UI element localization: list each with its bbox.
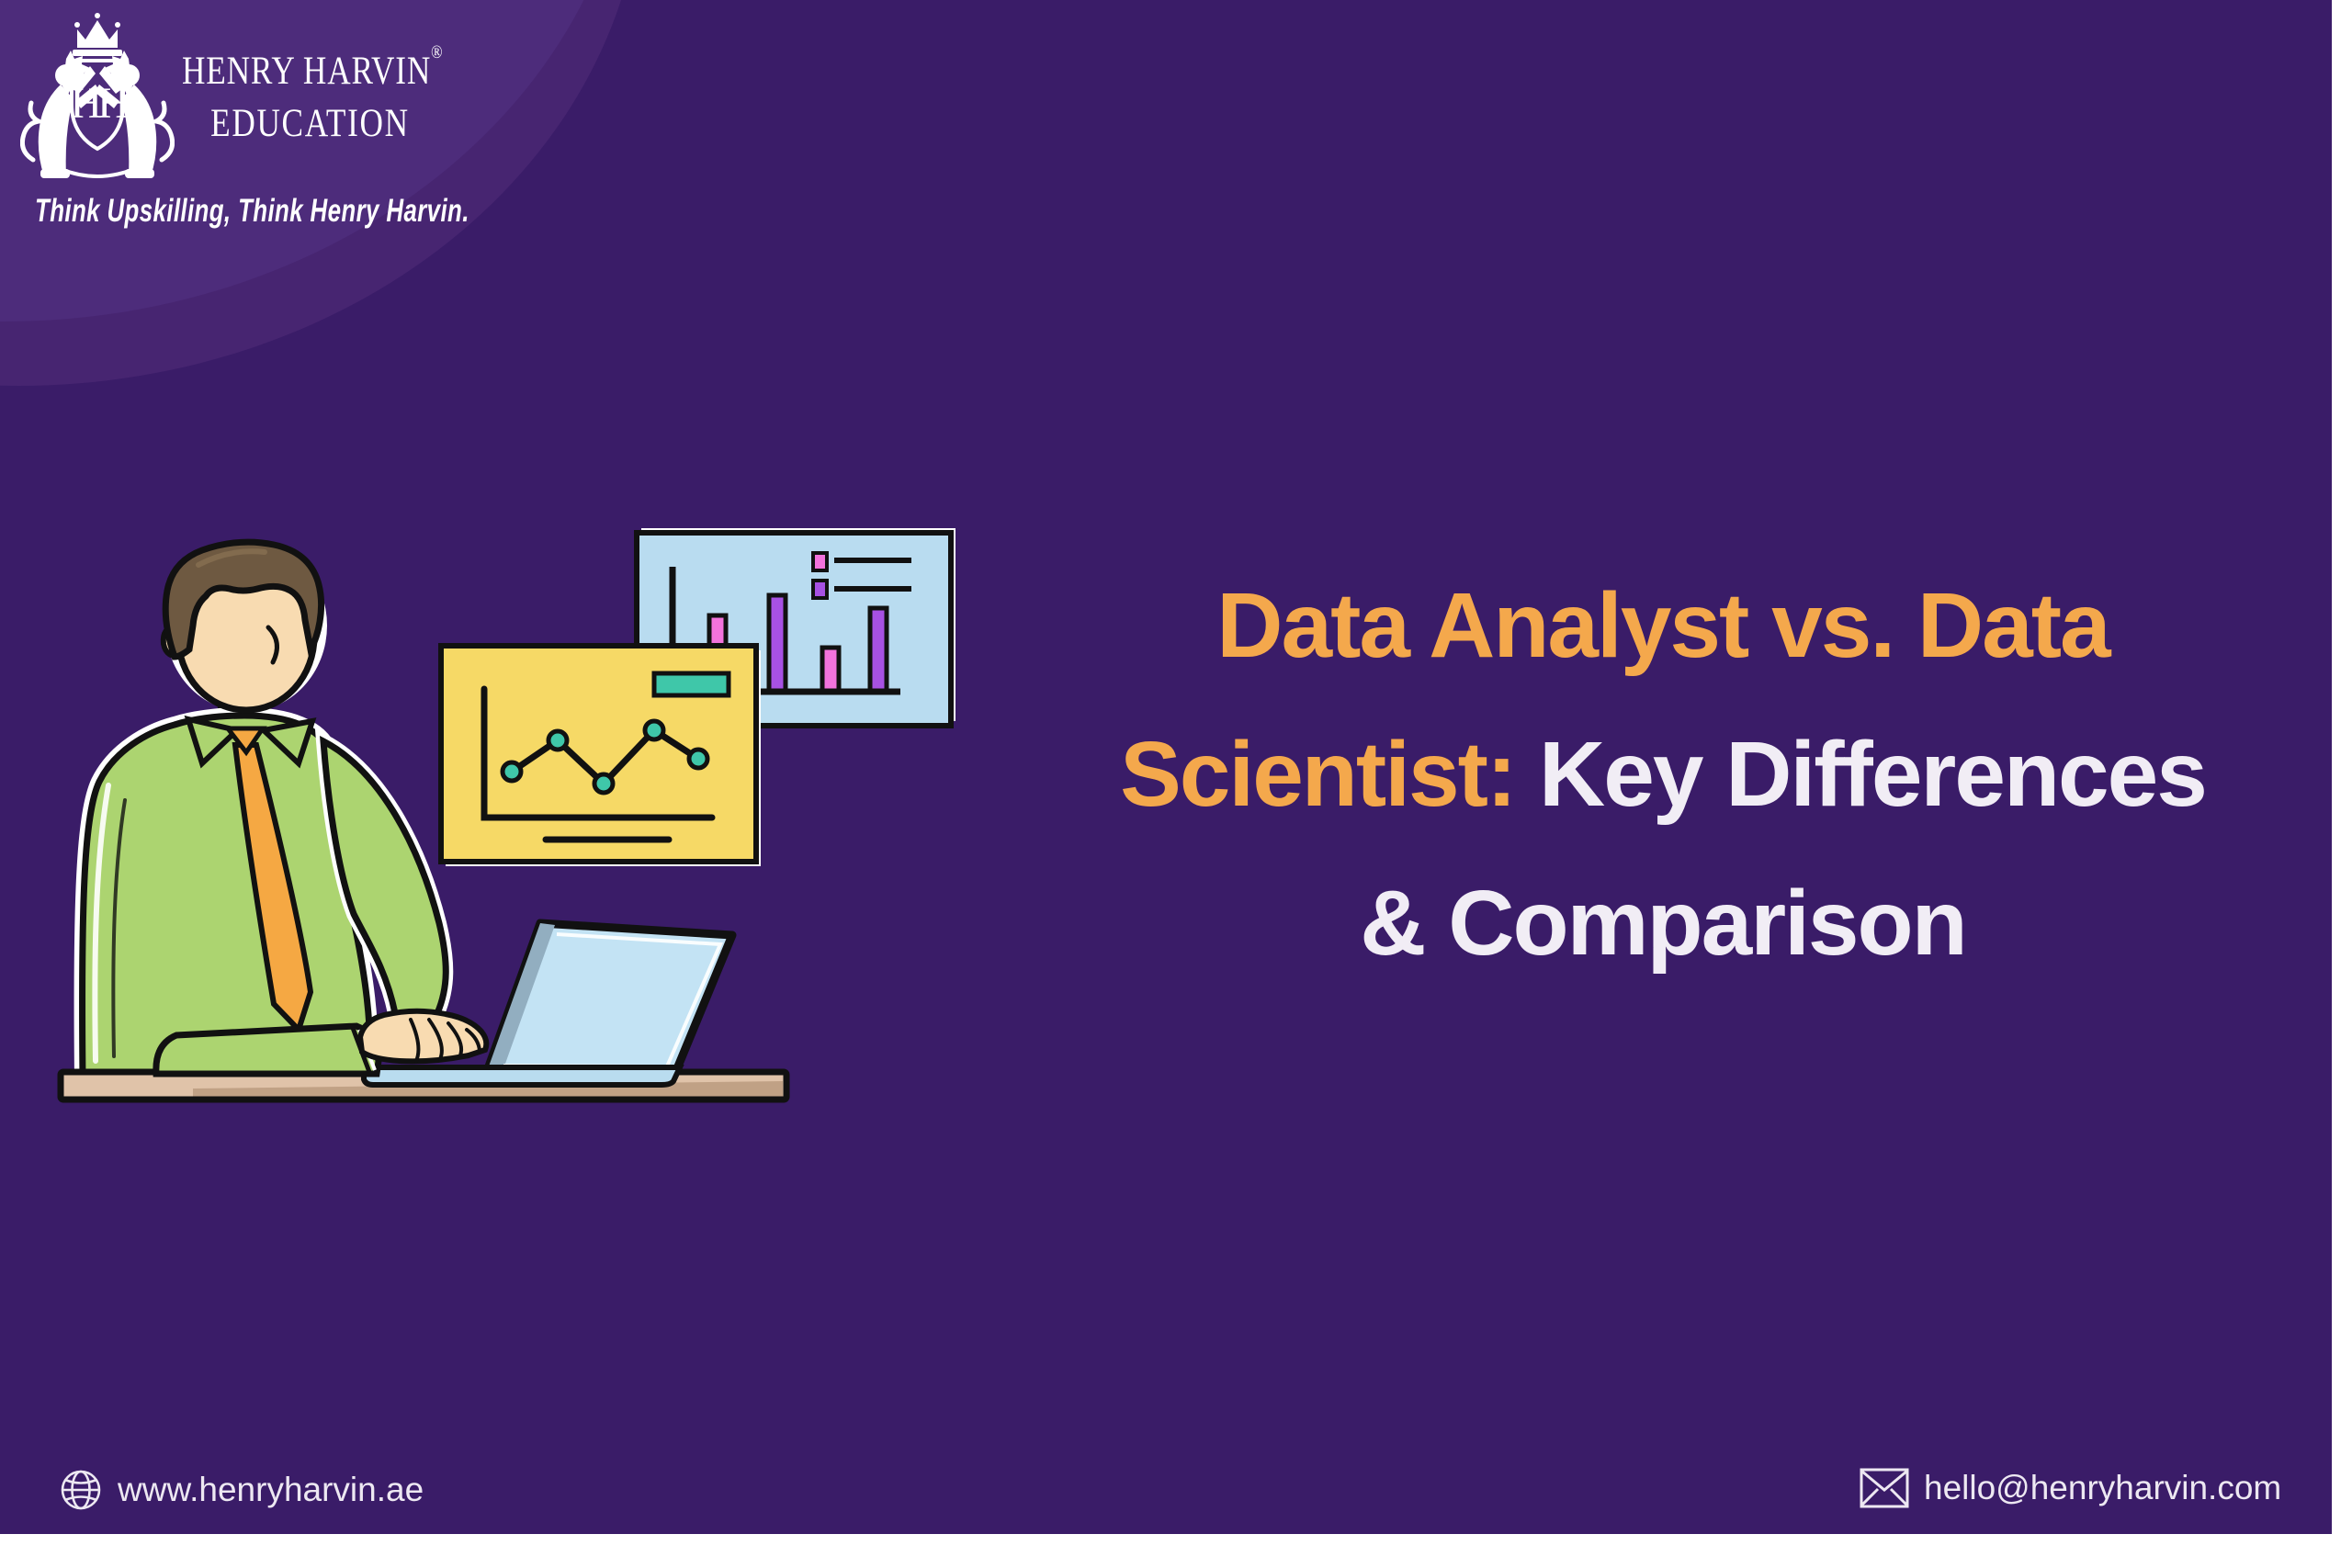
- page-title: Data Analyst vs. Data Scientist: Key Dif…: [992, 551, 2332, 998]
- tie: [232, 742, 314, 1035]
- website-url: www.henryharvin.ae: [118, 1471, 424, 1508]
- brand-text: HENRY HARVIN® EDUCATION: [182, 42, 443, 146]
- banner-background: HH HENRY HARVIN® EDUCATION Think Upskill…: [0, 0, 2332, 1534]
- globe-icon: [61, 1470, 101, 1510]
- registered-mark: ®: [431, 42, 444, 62]
- line-chart-icon: [438, 643, 761, 866]
- typing-arm: [153, 728, 490, 1077]
- email-address: hello@henryharvin.com: [1924, 1469, 2282, 1506]
- nose-curve: [266, 625, 279, 665]
- lions-crest-with-crown-icon: HH: [20, 13, 175, 187]
- brand-division: EDUCATION: [210, 102, 410, 145]
- hair: [162, 538, 325, 660]
- laptop-base: [361, 1065, 684, 1088]
- title-line-1: Data Analyst vs. Data: [1216, 574, 2110, 677]
- henry-harvin-logo: HH HENRY HARVIN® EDUCATION Think Upskill…: [20, 11, 608, 250]
- forearm-sleeve: [153, 1022, 382, 1077]
- envelope-icon: [1860, 1468, 1909, 1508]
- hand: [356, 1008, 490, 1065]
- man-working-on-laptop-illustration: [57, 528, 956, 1103]
- crown-icon: [73, 13, 122, 56]
- laptop: [361, 919, 737, 1088]
- collar-left: [184, 715, 243, 769]
- title-line-3: & Comparison: [1360, 872, 1967, 975]
- lion-left-icon: [20, 51, 100, 178]
- title-line-2: Scientist: Key Differences: [1120, 723, 2208, 826]
- footer-website: www.henryharvin.ae: [59, 1468, 424, 1512]
- crest-scroll: [59, 167, 136, 178]
- tie-knot: [222, 726, 267, 757]
- brand-name: HENRY HARVIN®: [182, 42, 444, 93]
- shield-outline: [70, 59, 125, 152]
- brand-tagline: Think Upskilling, Think Henry Harvin.: [35, 193, 469, 229]
- collar-right: [257, 717, 317, 769]
- man-figure: [74, 538, 379, 1088]
- footer-email: hello@henryharvin.com: [1860, 1468, 2281, 1508]
